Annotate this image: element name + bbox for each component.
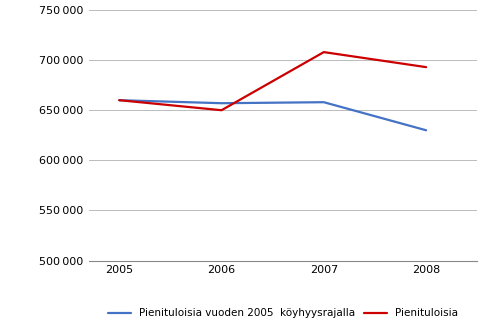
Pienituloisia [116, 98, 122, 102]
Pienituloisia vuoden 2005  köyhyysrajalla [423, 128, 429, 132]
Pienituloisia vuoden 2005  köyhyysrajalla [218, 101, 224, 105]
Pienituloisia vuoden 2005  köyhyysrajalla [116, 98, 122, 102]
Line: Pienituloisia: Pienituloisia [119, 52, 426, 110]
Pienituloisia vuoden 2005  köyhyysrajalla [321, 100, 327, 104]
Legend: Pienituloisia vuoden 2005  köyhyysrajalla, Pienituloisia: Pienituloisia vuoden 2005 köyhyysrajalla… [108, 308, 458, 318]
Pienituloisia [423, 65, 429, 69]
Line: Pienituloisia vuoden 2005  köyhyysrajalla: Pienituloisia vuoden 2005 köyhyysrajalla [119, 100, 426, 130]
Pienituloisia [321, 50, 327, 54]
Pienituloisia [218, 108, 224, 112]
